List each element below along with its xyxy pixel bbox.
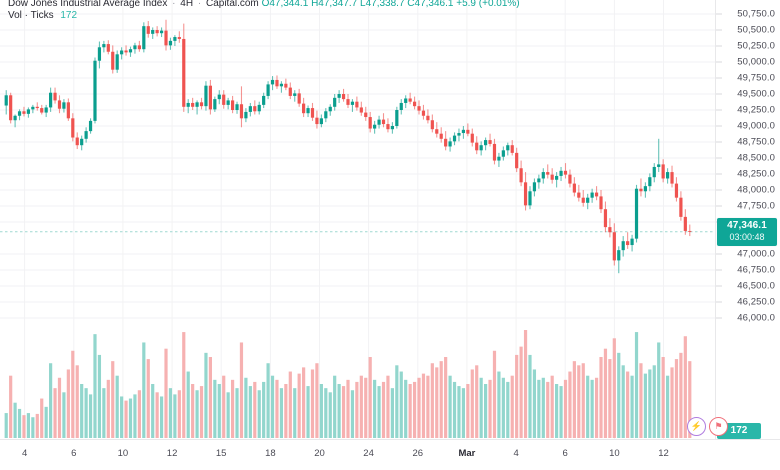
time-tick: Mar: [458, 448, 476, 459]
price-tick: 48,750.0: [737, 136, 775, 148]
time-tick: 26: [412, 448, 424, 459]
time-tick: 6: [71, 448, 77, 459]
price-axis[interactable]: 50,750.0 50,500.0 50,250.0 50,000.0 49,750.0…: [715, 0, 780, 440]
time-tick: 18: [265, 448, 276, 459]
time-tick: 20: [314, 448, 325, 459]
legend-volume-label: Vol · Ticks: [8, 10, 54, 21]
legend-volume-row: Vol · Ticks 172: [8, 10, 520, 22]
chart-gridlines: [0, 0, 716, 440]
time-tick: 4: [21, 448, 28, 459]
legend-change: +5.9 (+0.01%): [456, 0, 520, 9]
legend-source: Capital.com: [205, 0, 259, 9]
price-tick: 49,750.0: [737, 72, 775, 84]
legend-low-value: 47,338.7: [365, 0, 405, 9]
chart-plot-area[interactable]: [0, 0, 716, 440]
price-tick: 49,000.0: [737, 120, 775, 132]
lightning-icon-glyph: ⚡: [690, 421, 703, 431]
time-tick: 24: [363, 448, 374, 459]
time-tick: 10: [609, 448, 620, 459]
legend-sep-1: ·: [172, 0, 176, 9]
legend-high-label: H: [311, 0, 319, 9]
volume-histogram: [4, 330, 692, 438]
time-tick: 12: [166, 448, 178, 459]
legend-interval: 4H: [180, 0, 194, 9]
price-tick: 46,250.0: [737, 296, 775, 308]
legend-open-value: 47,344.1: [269, 0, 309, 9]
price-tick: 48,500.0: [737, 152, 775, 164]
legend-close-label: C: [407, 0, 415, 9]
legend-volume-value: 172: [60, 10, 78, 21]
time-tick: 12: [658, 448, 669, 459]
time-tick: 15: [215, 448, 227, 459]
price-tick: 50,750.0: [737, 8, 775, 20]
chart-legend: Dow Jones Industrial Average Index · 4H …: [8, 0, 520, 22]
candlestick-series: [4, 19, 692, 274]
time-tick: 6: [562, 448, 568, 459]
legend-close-value: 47,346.1: [414, 0, 454, 9]
price-tick: 50,500.0: [737, 24, 775, 36]
lightning-icon[interactable]: ⚡: [687, 417, 706, 436]
legend-symbol-row: Dow Jones Industrial Average Index · 4H …: [8, 0, 520, 10]
price-tick: 50,250.0: [737, 40, 775, 52]
time-axis[interactable]: 4 6 10 12 15 18 20 24 26 Mar 4 6 10 12: [0, 439, 780, 470]
legend-low-label: L: [360, 0, 366, 9]
time-tick: 10: [117, 448, 129, 459]
legend-open-label: O: [261, 0, 270, 9]
current-price-badge[interactable]: 47,346.1 03:00:48: [717, 217, 777, 246]
current-price-value: 47,346.1: [727, 219, 767, 231]
floating-action-buttons[interactable]: ⚡ ⚑: [687, 417, 728, 436]
price-tick: 47,000.0: [737, 248, 775, 260]
legend-high-value: 47,347.7: [318, 0, 358, 9]
price-tick: 47,750.0: [737, 200, 775, 212]
volume-value-badge[interactable]: 172: [717, 423, 761, 439]
legend-symbol: Dow Jones Industrial Average Index: [8, 0, 168, 9]
price-tick: 46,500.0: [737, 280, 775, 292]
alert-flag-icon-glyph: ⚑: [714, 421, 723, 431]
alert-flag-icon[interactable]: ⚑: [709, 417, 728, 436]
price-tick: 49,250.0: [737, 104, 775, 116]
price-tick: 50,000.0: [737, 56, 775, 68]
legend-sep-2: ·: [197, 0, 202, 9]
bar-countdown: 03:00:48: [729, 231, 765, 242]
price-tick: 48,000.0: [737, 184, 775, 196]
price-tick: 48,250.0: [737, 168, 775, 180]
price-tick: 46,750.0: [737, 264, 775, 276]
price-tick: 46,000.0: [737, 312, 775, 324]
price-tick: 49,500.0: [737, 88, 775, 100]
time-tick: 4: [513, 448, 519, 459]
